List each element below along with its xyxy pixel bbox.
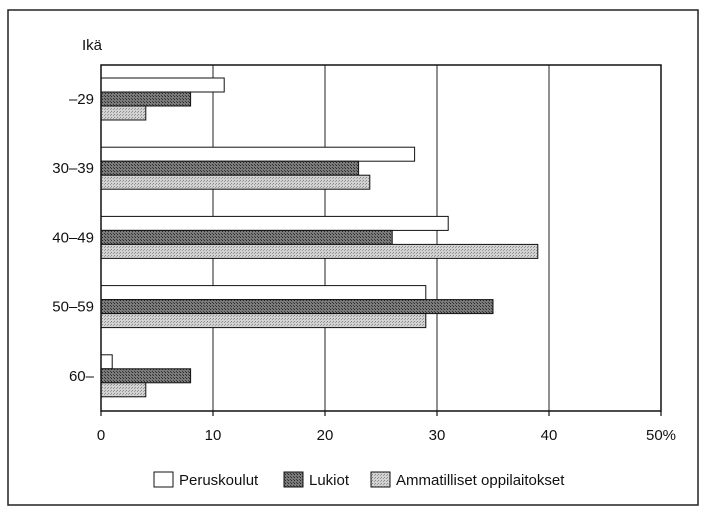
bar-ammatilliset-oppilaitokset [100, 105, 147, 121]
figure-frame [7, 9, 699, 506]
bars [100, 77, 539, 398]
x-tick-label: 10 [205, 427, 222, 444]
bar-peruskoulut [100, 77, 225, 93]
legend-swatch [153, 471, 174, 488]
category-label: 50–59 [52, 299, 94, 316]
category-label: –29 [69, 91, 94, 108]
bar-lukiot [100, 91, 192, 107]
x-axis: 0 10 20 30 40 50% [97, 411, 676, 444]
bar-peruskoulut [100, 354, 113, 370]
bar-lukiot [100, 160, 360, 176]
bar-ammatilliset-oppilaitokset [100, 243, 539, 259]
category-label: 40–49 [52, 229, 94, 246]
legend-label: Ammatilliset oppilaitokset [396, 472, 565, 489]
x-tick-label: 30 [429, 427, 446, 444]
bar-lukiot [100, 299, 494, 315]
category-label: 30–39 [52, 160, 94, 177]
bar-peruskoulut [100, 146, 416, 162]
plot-frame [100, 64, 662, 412]
bar-ammatilliset-oppilaitokset [100, 313, 427, 329]
x-tick-label: 40 [541, 427, 558, 444]
legend-swatch [370, 471, 391, 488]
category-label: 60– [69, 368, 95, 385]
bar-ammatilliset-oppilaitokset [100, 382, 147, 398]
legend: Peruskoulut Lukiot Ammatilliset oppilaitok… [153, 471, 565, 489]
legend-label: Peruskoulut [179, 472, 259, 489]
bar-peruskoulut [100, 215, 449, 231]
bar-lukiot [100, 229, 393, 245]
legend-label: Lukiot [309, 472, 350, 489]
bar-lukiot [100, 368, 192, 384]
bar-ammatilliset-oppilaitokset [100, 174, 371, 190]
x-tick-label: 0 [97, 427, 105, 444]
y-axis-title: Ikä [82, 37, 103, 54]
legend-swatch [283, 471, 304, 488]
bar-peruskoulut [100, 285, 427, 301]
y-axis: –29 30–39 40–49 50–59 60– [52, 91, 94, 385]
x-tick-label: 20 [317, 427, 334, 444]
x-tick-label: 50% [646, 427, 676, 444]
